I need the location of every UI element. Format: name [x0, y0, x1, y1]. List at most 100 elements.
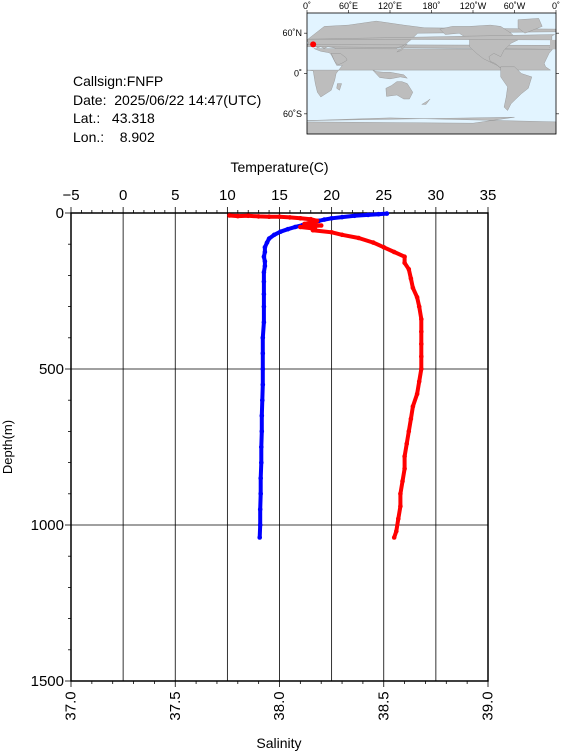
salinity-point [402, 466, 407, 472]
map-landmass [421, 98, 431, 105]
temp-tick-label: 30 [428, 187, 445, 204]
salinity-point [402, 260, 407, 266]
salinity-tick-label: 38.5 [375, 691, 392, 720]
temperature-point [292, 224, 298, 230]
salinity-point [298, 224, 303, 230]
salinity-point [314, 218, 320, 224]
temperature-profile-line [257, 211, 389, 540]
temperature-point [339, 214, 345, 220]
salinity-tick-label: 38.0 [271, 691, 288, 720]
station-info: Callsign:FNFP Date: 2025/06/22 14:47(UTC… [73, 72, 261, 146]
salinity-point [245, 213, 251, 219]
salinity-point [235, 213, 241, 219]
salinity-point [391, 535, 397, 540]
temperature-point [257, 507, 263, 512]
salinity-point [381, 245, 387, 250]
temperature-point [278, 229, 283, 234]
temperature-point [384, 211, 390, 216]
salinity-point [419, 316, 424, 322]
depth-axis-label: Depth(m) [0, 420, 15, 474]
map-landmass [550, 39, 556, 50]
salinity-point [318, 223, 324, 228]
temperature-point [261, 304, 267, 309]
temp-tick-label: 25 [375, 187, 392, 204]
salinity-point [410, 404, 416, 409]
salinity-point [406, 266, 412, 272]
map-landmass [396, 43, 408, 53]
callsign-text: Callsign:FNFP [73, 73, 164, 89]
temperature-point [260, 351, 266, 356]
salinity-point [416, 304, 422, 309]
temperature-point [258, 475, 264, 481]
date-text: Date: 2025/06/22 14:47(UTC) [73, 91, 262, 108]
temperature-point [261, 319, 267, 325]
temp-tick-label: 35 [480, 187, 497, 204]
temperature-point [285, 226, 291, 232]
temperature-point [261, 254, 267, 259]
map-lat-label: 60˚S [283, 109, 302, 119]
salinity-point [227, 213, 232, 218]
map-landmass [500, 66, 533, 111]
map-lon-label: 120˚E [378, 1, 402, 11]
map-landmass [306, 48, 553, 98]
salinity-point [406, 429, 412, 434]
salinity-tick-label: 37.0 [63, 691, 80, 720]
salinity-point [329, 230, 334, 235]
temperature-point [257, 522, 263, 528]
map-lat-label: 60˚N [282, 28, 302, 38]
temperature-point [260, 366, 266, 372]
temp-tick-label: −5 [62, 187, 79, 204]
salinity-point [310, 227, 316, 233]
map-landmass [517, 18, 543, 34]
temp-tick-label: 10 [219, 187, 236, 204]
salinity-point [419, 354, 424, 359]
salinity-point [256, 214, 261, 219]
salinity-point [394, 528, 399, 534]
temperature-point [258, 491, 264, 497]
temperature-axis-label: Temperature(C) [230, 159, 328, 175]
temperature-point [266, 236, 272, 241]
temperature-point [365, 212, 371, 218]
salinity-point [339, 232, 345, 238]
salinity-point [398, 504, 403, 509]
map-lon-label: 0˚ [552, 1, 560, 11]
salinity-point [414, 391, 420, 397]
map-landmass [308, 34, 555, 41]
temperature-point [264, 240, 270, 245]
salinity-point [408, 416, 414, 422]
salinity-tick-label: 37.5 [167, 691, 184, 720]
depth-tick-label: 1500 [31, 673, 64, 690]
salinity-point [408, 276, 414, 281]
temperature-point [259, 413, 265, 419]
map-lon-label: 60˚E [339, 1, 358, 11]
salinity-point [398, 491, 403, 497]
depth-tick-label: 0 [56, 205, 64, 222]
temperature-point [257, 535, 263, 540]
map-landmass [336, 83, 342, 91]
temperature-point [260, 335, 266, 341]
longitude-text: Lon.: 8.902 [73, 128, 155, 145]
temperature-point [262, 245, 268, 250]
salinity-point [402, 254, 407, 259]
salinity-point [400, 479, 405, 484]
salinity-point [414, 294, 420, 300]
salinity-point [419, 341, 424, 347]
temperature-point [260, 382, 266, 387]
map-lon-label: 180˚ [422, 1, 440, 11]
temperature-point [352, 213, 357, 219]
temperature-point [329, 216, 334, 221]
salinity-point [402, 454, 407, 459]
map-landmass [330, 53, 348, 66]
temp-tick-label: 0 [119, 187, 127, 204]
salinity-point [371, 240, 376, 245]
temperature-point [261, 270, 267, 275]
salinity-point [308, 216, 314, 222]
salinity-point [419, 366, 424, 372]
salinity-point [396, 516, 401, 522]
temp-tick-label: 5 [171, 187, 179, 204]
salinity-profile-line [227, 213, 424, 540]
temperature-point [262, 249, 268, 255]
temp-tick-label: 15 [271, 187, 288, 204]
